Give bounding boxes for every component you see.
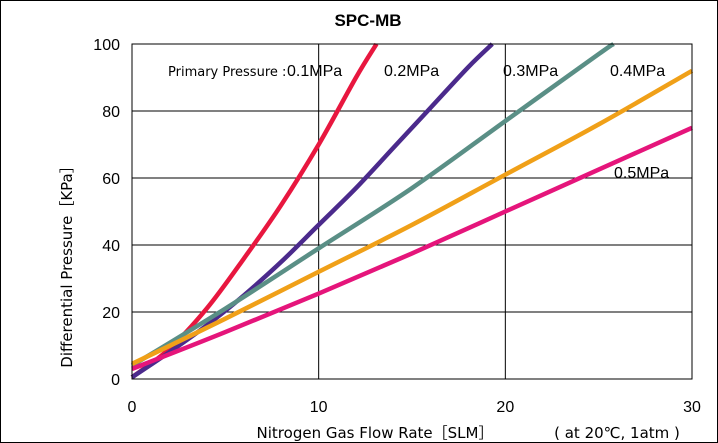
chart-title: SPC-MB: [334, 11, 401, 30]
series-label-0-3mpa: 0.3MPa: [503, 63, 558, 80]
series-line-0-4mpa: [131, 68, 694, 366]
y-tick-label-20: 20: [102, 305, 120, 322]
x-axis-label: Nitrogen Gas Flow Rate［SLM］: [257, 424, 494, 442]
y-tick-label-60: 60: [102, 171, 120, 188]
series-label-0-5mpa: 0.5MPa: [614, 165, 669, 182]
series-label-0-2mpa: 0.2MPa: [384, 63, 439, 80]
tick-labels: 0 20 40 60 80 100 0 10 20 30: [93, 37, 701, 416]
x-tick-label-0: 0: [128, 399, 137, 416]
series-line-0-5mpa: [131, 125, 693, 371]
y-tick-label-100: 100: [93, 37, 120, 54]
y-axis-label: Differential Pressure［KPa］: [58, 158, 76, 367]
series-labels: 0.1MPa 0.2MPa 0.3MPa 0.4MPa 0.5MPa: [287, 63, 669, 182]
plot-area-border: [131, 43, 693, 380]
x-tick-label-30: 30: [683, 399, 701, 416]
x-tick-label-10: 10: [310, 399, 328, 416]
condition-note: ( at 20℃, 1atm ): [554, 424, 680, 442]
x-tick-label-20: 20: [496, 399, 514, 416]
primary-pressure-label: Primary Pressure :: [168, 65, 286, 80]
series-line-0-1mpa: [130, 42, 379, 380]
grid-lines: [132, 44, 692, 379]
y-tick-label-40: 40: [102, 238, 120, 255]
series-line-0-3mpa: [130, 42, 615, 368]
y-tick-label-80: 80: [102, 104, 120, 121]
y-tick-label-0: 0: [111, 372, 120, 389]
series-label-0-1mpa: 0.1MPa: [287, 63, 342, 80]
series-label-0-4mpa: 0.4MPa: [610, 63, 665, 80]
series-lines: [130, 42, 694, 380]
